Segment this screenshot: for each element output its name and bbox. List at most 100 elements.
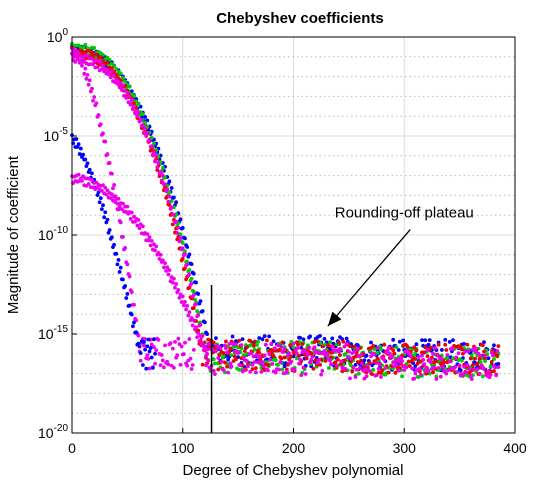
series-0-point — [298, 335, 303, 340]
series-6-point — [173, 285, 177, 290]
series-3-point — [109, 69, 114, 74]
series-6-point — [136, 218, 141, 222]
series-4-point — [92, 95, 97, 99]
series-6-point — [109, 192, 114, 197]
series-3-point — [241, 356, 246, 360]
series-2-point — [296, 342, 300, 347]
series-0-point — [282, 364, 287, 369]
series-4-point — [187, 337, 192, 341]
series-3-point — [196, 313, 201, 318]
series-3-point — [143, 126, 147, 131]
series-4-point — [147, 366, 152, 371]
series-2-point — [496, 344, 501, 349]
series-5-point — [148, 346, 153, 350]
series-3-point — [227, 342, 232, 346]
series-6-point — [146, 238, 151, 243]
series-3-point — [413, 371, 418, 376]
series-3-point — [287, 351, 291, 356]
series-2-point — [323, 358, 328, 363]
series-3-point — [412, 376, 417, 381]
series-3-point — [234, 342, 238, 347]
series-5-point — [107, 228, 112, 232]
series-0-point — [265, 357, 269, 362]
series-0-point — [369, 340, 373, 345]
series-3-point — [98, 59, 103, 64]
series-3-point — [431, 351, 435, 356]
series-5-point — [123, 284, 128, 288]
series-0-point — [205, 332, 210, 337]
series-5-point — [112, 242, 116, 247]
series-5-point — [76, 142, 81, 146]
series-3-point — [399, 356, 403, 360]
series-3-point — [299, 373, 304, 378]
series-6-point — [176, 288, 181, 292]
series-6-point — [206, 358, 211, 363]
series-3-point — [495, 349, 500, 353]
series-0-point — [260, 337, 265, 342]
series-3-point — [444, 371, 449, 376]
series-1-point — [400, 374, 404, 379]
series-6-point — [158, 253, 163, 257]
series-3-point — [261, 364, 266, 369]
series-2-point — [444, 348, 449, 352]
series-2-point — [425, 354, 430, 359]
series-3-point — [91, 62, 95, 67]
series-0-point — [322, 337, 327, 341]
series-2-point — [312, 340, 317, 344]
series-3-point — [455, 370, 460, 374]
series-6-point — [205, 351, 210, 356]
series-4-point — [142, 343, 146, 348]
series-3-point — [212, 372, 217, 377]
series-3-point — [322, 349, 327, 353]
series-1-point — [140, 112, 145, 117]
series-3-point — [490, 353, 495, 358]
series-3-point — [477, 372, 482, 376]
series-3-point — [282, 347, 287, 351]
series-6-point — [115, 201, 120, 206]
series-2-point — [313, 358, 318, 363]
series-4-point — [123, 245, 128, 250]
series-4-point — [111, 186, 115, 191]
series-4-point — [171, 365, 176, 370]
series-3-point — [250, 362, 255, 367]
series-3-point — [267, 351, 272, 356]
series-3-point — [278, 360, 283, 365]
series-3-point — [178, 236, 183, 240]
series-3-point — [180, 246, 185, 251]
series-4-point — [188, 356, 193, 361]
series-4-point — [129, 290, 134, 294]
series-3-point — [166, 199, 171, 204]
series-3-point — [73, 59, 78, 64]
series-3-point — [433, 346, 438, 350]
series-6-point — [195, 335, 200, 340]
series-2-point — [250, 367, 255, 371]
series-6-point — [101, 183, 105, 188]
series-3-point — [251, 354, 256, 359]
series-4-point — [82, 71, 87, 76]
series-3-point — [317, 357, 321, 362]
series-3-point — [183, 252, 187, 256]
series-3-point — [126, 100, 131, 105]
series-3-point — [377, 362, 382, 367]
series-6-point — [153, 248, 157, 253]
series-1-point — [280, 367, 285, 372]
series-2-point — [105, 60, 110, 65]
series-2-point — [423, 345, 428, 350]
series-3-point — [252, 360, 257, 364]
series-3-point — [218, 346, 223, 351]
series-1-point — [427, 371, 432, 376]
series-1-point — [343, 352, 348, 356]
series-3-point — [465, 363, 470, 367]
series-4-point — [75, 57, 80, 62]
series-1-point — [187, 268, 192, 272]
series-1-point — [83, 42, 88, 47]
series-3-point — [362, 376, 367, 381]
series-4-point — [152, 345, 156, 350]
series-3-point — [302, 348, 307, 353]
x-tick-label: 400 — [503, 440, 527, 456]
series-3-point — [85, 53, 90, 58]
series-3-point — [355, 347, 360, 352]
series-3-point — [189, 281, 194, 286]
series-3-point — [245, 359, 249, 363]
series-2-point — [315, 339, 320, 344]
